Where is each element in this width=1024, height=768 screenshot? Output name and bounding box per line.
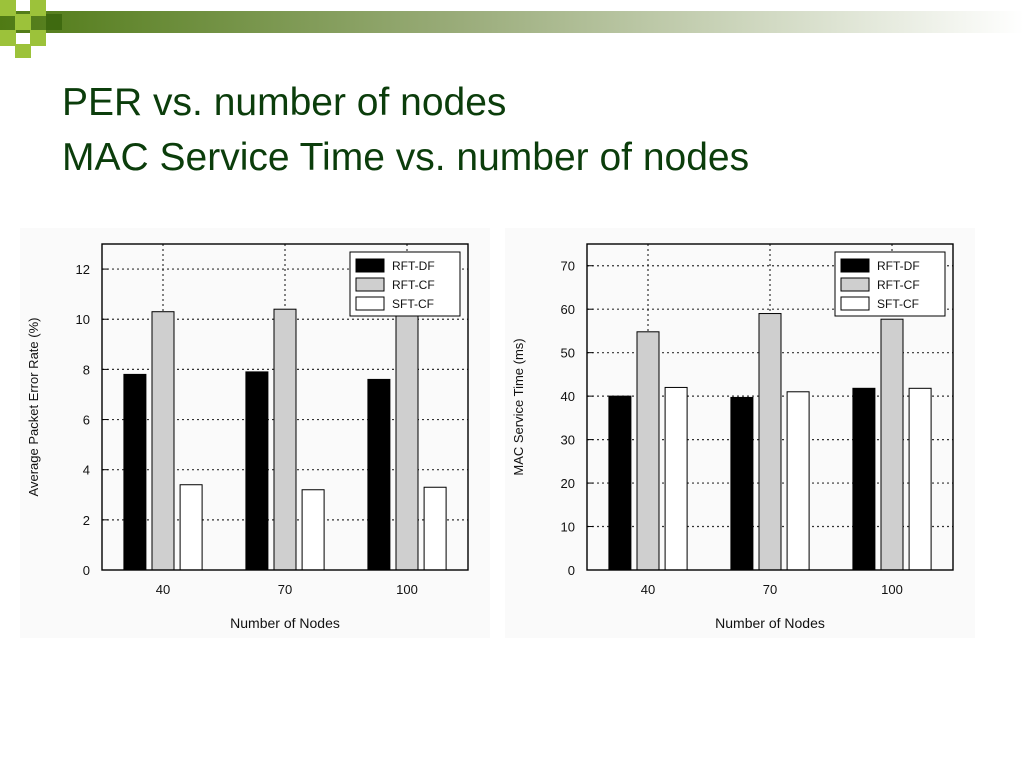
x-tick-label: 70 <box>763 582 777 597</box>
legend-swatch-rft-cf <box>840 277 870 292</box>
x-axis-label: Number of Nodes <box>230 615 340 631</box>
bar-rft-df-40 <box>123 373 147 571</box>
y-tick-label: 6 <box>83 413 90 428</box>
legend-swatch-rft-cf <box>355 277 385 292</box>
slide-header-banner <box>0 0 1024 58</box>
x-axis-label: Number of Nodes <box>715 615 825 631</box>
bar-rft-df-40 <box>608 395 632 571</box>
legend-label-sft-cf: SFT-CF <box>877 297 919 311</box>
plot-frame <box>101 243 469 571</box>
corner-square <box>15 14 31 30</box>
bar-rft-cf-40 <box>636 331 660 571</box>
bar-rft-cf-40 <box>151 311 175 571</box>
x-tick-label: 40 <box>156 582 170 597</box>
corner-square <box>15 44 31 58</box>
y-tick-label: 60 <box>561 302 575 317</box>
corner-square <box>46 14 62 30</box>
plot-frame <box>586 243 954 571</box>
bar-rft-df-70 <box>245 371 269 571</box>
y-tick-label: 4 <box>83 463 90 478</box>
bar-rft-cf-70 <box>273 308 297 571</box>
y-tick-label: 2 <box>83 513 90 528</box>
bar-rft-df-100 <box>852 387 876 571</box>
legend-label-rft-df: RFT-DF <box>392 259 435 273</box>
bar-sft-cf-100 <box>908 387 932 571</box>
y-tick-label: 0 <box>83 563 90 578</box>
y-tick-label: 0 <box>568 563 575 578</box>
bar-sft-cf-70 <box>301 489 325 571</box>
mac-service-time-chart: 0 10 20 30 40 50 60 70 40 70 100 Number of Nodes MAC… <box>505 228 975 638</box>
bar-rft-df-70 <box>730 396 754 571</box>
y-tick-label: 40 <box>561 389 575 404</box>
chart-legend: RFT-DF RFT-CF SFT-CF <box>834 251 946 317</box>
x-tick-label: 40 <box>641 582 655 597</box>
bar-rft-cf-100 <box>880 318 904 571</box>
bar-rft-df-100 <box>367 378 391 571</box>
y-tick-label: 30 <box>561 433 575 448</box>
slide-title-line-1: PER vs. number of nodes <box>62 81 507 124</box>
y-tick-label: 20 <box>561 476 575 491</box>
x-tick-label: 100 <box>881 582 903 597</box>
y-axis-label: Average Packet Error Rate (%) <box>26 318 41 497</box>
y-axis-label: MAC Service Time (ms) <box>511 338 526 475</box>
legend-swatch-sft-cf <box>840 296 870 311</box>
legend-label-rft-cf: RFT-CF <box>877 278 920 292</box>
corner-square <box>0 30 16 46</box>
bar-sft-cf-70 <box>786 391 810 571</box>
packet-error-rate-chart: 0 2 4 6 8 10 12 40 70 100 Number of Nodes Average P… <box>20 228 490 638</box>
legend-label-rft-df: RFT-DF <box>877 259 920 273</box>
y-tick-label: 10 <box>561 520 575 535</box>
x-tick-label: 100 <box>396 582 418 597</box>
legend-label-rft-cf: RFT-CF <box>392 278 435 292</box>
header-gradient-bar <box>0 11 1024 33</box>
bar-rft-cf-100 <box>395 313 419 571</box>
slide-title-line-2: MAC Service Time vs. number of nodes <box>62 136 750 179</box>
bar-sft-cf-100 <box>423 486 447 571</box>
legend-swatch-rft-df <box>840 258 870 273</box>
x-tick-label: 70 <box>278 582 292 597</box>
chart-legend: RFT-DF RFT-CF SFT-CF <box>349 251 461 317</box>
bar-rft-cf-70 <box>758 313 782 571</box>
y-tick-label: 70 <box>561 259 575 274</box>
y-tick-label: 12 <box>76 262 90 277</box>
bar-sft-cf-40 <box>664 386 688 571</box>
legend-label-sft-cf: SFT-CF <box>392 297 434 311</box>
y-tick-label: 50 <box>561 346 575 361</box>
legend-swatch-sft-cf <box>355 296 385 311</box>
corner-square <box>0 0 16 16</box>
corner-square <box>30 30 46 46</box>
corner-square <box>30 0 46 16</box>
legend-swatch-rft-df <box>355 258 385 273</box>
y-tick-label: 10 <box>76 312 90 327</box>
bar-sft-cf-40 <box>179 484 203 571</box>
y-tick-label: 8 <box>83 362 90 377</box>
